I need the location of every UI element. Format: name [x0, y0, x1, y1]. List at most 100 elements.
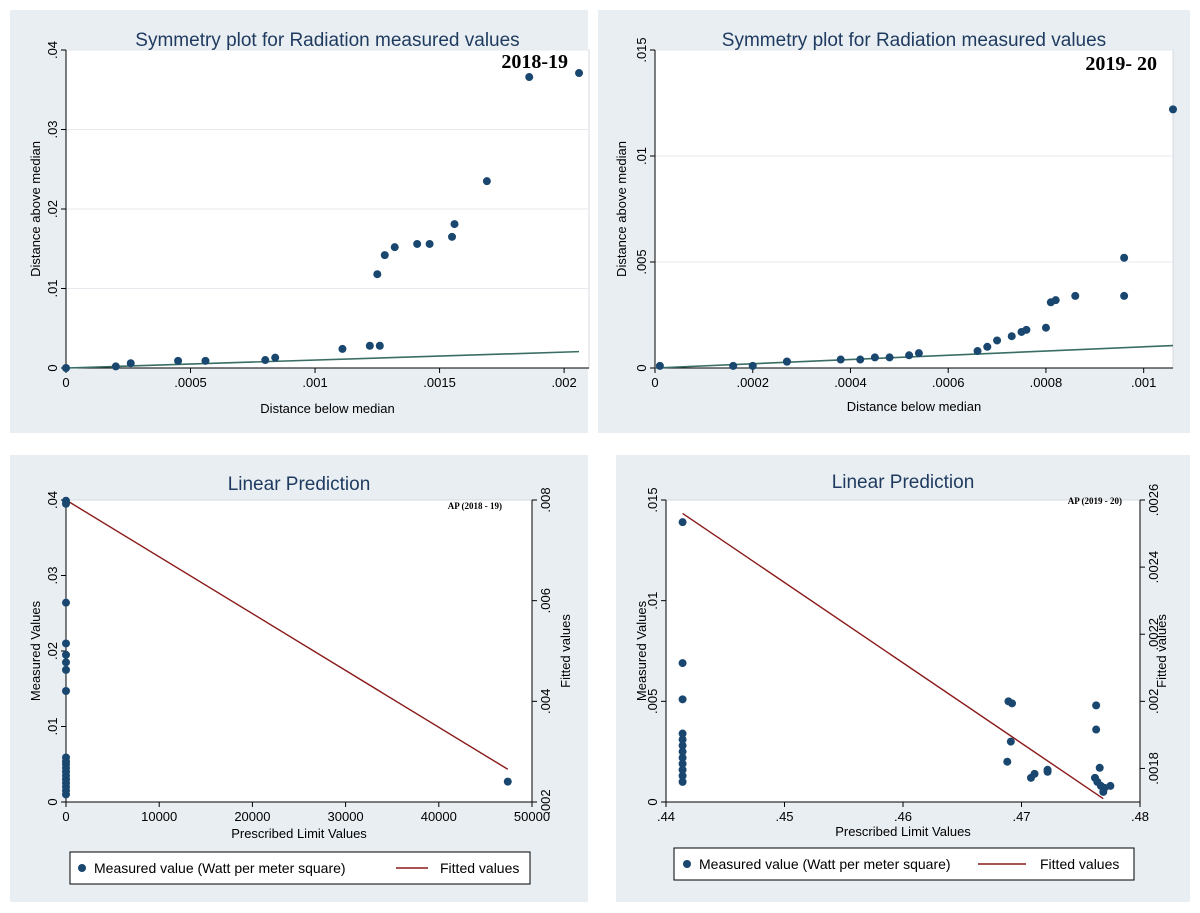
data-point [413, 239, 422, 248]
data-point [678, 753, 687, 762]
legend-marker [683, 860, 691, 868]
x-tick-label: .0006 [932, 375, 965, 390]
y-axis-label: Distance above median [614, 141, 629, 277]
data-point [1007, 332, 1016, 341]
data-point [482, 177, 491, 186]
x-tick-label: 40000 [421, 809, 457, 824]
data-point [62, 650, 70, 659]
y-tick-label: .03 [45, 566, 60, 584]
y-tick-label: .015 [645, 487, 660, 512]
legend-marker [78, 864, 86, 872]
data-point [365, 341, 374, 350]
data-point [525, 73, 534, 82]
x-axis-label: Distance below median [260, 401, 394, 416]
data-point [62, 687, 70, 696]
x-tick-label: 0 [651, 375, 658, 390]
data-point [1071, 291, 1080, 300]
data-point [373, 270, 382, 279]
data-point [870, 353, 879, 362]
y-tick-label: .02 [45, 642, 60, 660]
data-point [62, 790, 70, 799]
data-point [678, 695, 687, 704]
data-point [678, 735, 687, 744]
data-point [782, 357, 791, 366]
chart-panel-2: 0 .0002 .0004 .0006 .0008 .001 0 .005 .01 .015 Sym… [598, 10, 1190, 433]
plot-area [654, 49, 1174, 369]
y-tick-label: 0 [45, 798, 60, 805]
y-tick-label: .04 [45, 41, 60, 59]
y-tick-label: .015 [634, 37, 649, 62]
x-axis-label: Prescribed Limit Values [231, 826, 367, 841]
y-tick-label: .01 [634, 147, 649, 165]
data-point [836, 355, 845, 364]
data-point [1120, 291, 1129, 300]
data-point [375, 341, 384, 350]
chart-annotation: AP (2018 - 19) [448, 501, 502, 511]
data-point [62, 665, 70, 674]
x-tick-label: .0005 [174, 375, 207, 390]
chart-title: Linear Prediction [228, 474, 371, 495]
chart-annotation: 2018-19 [501, 51, 568, 73]
fitted-line [682, 512, 1104, 800]
x-tick-label: .001 [302, 375, 327, 390]
y-tick-label: .01 [45, 279, 60, 297]
x-tick-label: .46 [894, 809, 912, 824]
data-point [380, 251, 389, 260]
data-point [62, 658, 70, 667]
chart-title: Symmetry plot for Radiation measured val… [722, 30, 1106, 51]
y2-tick-label: .0022 [1146, 618, 1161, 651]
chart-panel-3: 0 10000 20000 30000 40000 50000 0 .01 .02 .03 .04.… [10, 455, 588, 902]
data-point [62, 598, 70, 607]
y-axis-label: Measured Values [634, 600, 649, 701]
data-point [983, 342, 992, 351]
data-point [1043, 765, 1052, 774]
data-point [1006, 737, 1015, 746]
x-tick-label: .001 [1131, 375, 1156, 390]
chart-annotation: AP (2019 - 20) [1068, 496, 1122, 506]
legend-item-fitted: Fitted values [440, 860, 519, 876]
data-point [1095, 763, 1104, 772]
x-tick-label: .0004 [834, 375, 867, 390]
y-tick-label: 0 [645, 798, 660, 805]
data-point [678, 659, 687, 668]
x-tick-label: .48 [1131, 809, 1149, 824]
legend-item-fitted: Fitted values [1040, 856, 1119, 872]
data-point [1099, 787, 1108, 796]
data-point [271, 353, 280, 362]
data-point [729, 361, 738, 370]
data-point [261, 356, 270, 365]
chart-annotation: 2019- 20 [1085, 53, 1157, 75]
data-point [678, 777, 687, 786]
chart-title: Symmetry plot for Radiation measured val… [135, 30, 519, 51]
data-point [1169, 105, 1177, 114]
chart-title: Linear Prediction [832, 472, 975, 493]
y-tick-label: 0 [634, 364, 649, 371]
legend: Measured value (Watt per meter square) Fi… [69, 851, 531, 885]
data-point [201, 356, 210, 365]
y-tick-label: 0 [45, 364, 60, 371]
x-tick-label: 0 [62, 809, 69, 824]
data-point [678, 765, 687, 774]
data-point [1092, 725, 1101, 734]
x-axis-label: Prescribed Limit Values [835, 824, 971, 839]
data-point [885, 353, 894, 362]
x-tick-label: .0002 [736, 375, 769, 390]
x-axis-label: Distance below median [847, 399, 981, 414]
reference-line [654, 344, 1174, 369]
data-point [1030, 769, 1039, 778]
x-tick-label: .45 [775, 809, 793, 824]
legend: Measured value (Watt per meter square) Fi… [673, 847, 1135, 881]
y2-tick-label: .002 [538, 789, 553, 814]
x-tick-label: 50000 [514, 809, 550, 824]
x-tick-label: .0008 [1030, 375, 1063, 390]
legend-box [69, 851, 531, 885]
data-point [678, 771, 687, 780]
y-tick-label: .01 [45, 717, 60, 735]
data-point [973, 347, 982, 356]
y-axis-label: Distance above median [28, 141, 43, 277]
data-point [678, 747, 687, 756]
x-tick-label: 10000 [141, 809, 177, 824]
y2-tick-label: .0024 [1146, 551, 1161, 584]
data-point [62, 499, 70, 508]
